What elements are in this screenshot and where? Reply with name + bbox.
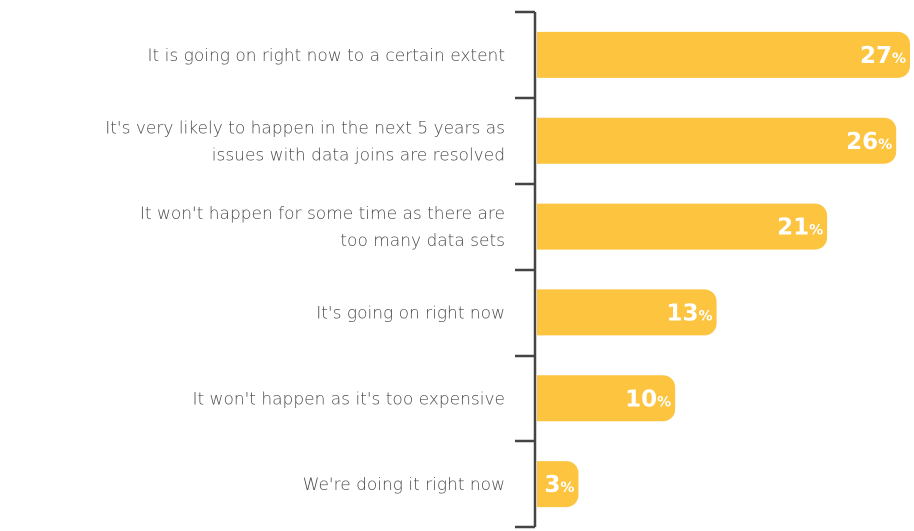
value-label: 27% [860,43,906,69]
category-label: It is going on right now to a certain ex… [148,46,505,66]
value-label: 10% [625,386,671,412]
value-label: 13% [667,300,713,326]
bar [537,375,676,422]
value-label: 26% [846,129,892,155]
category-label: It's very likely to happen in the next 5… [105,118,505,165]
bar [537,461,579,508]
bar [537,289,717,336]
bar [537,203,828,250]
value-label: 21% [777,215,823,241]
bar [537,31,910,78]
bar [537,117,897,164]
value-label: 3% [544,472,574,498]
category-label: It won't happen as it's too expensive [192,389,505,409]
category-label: It won't happen for some time as there a… [140,204,505,251]
category-label: It's going on right now [316,303,505,323]
category-label: We're doing it right now [303,475,505,495]
axis [515,10,537,529]
